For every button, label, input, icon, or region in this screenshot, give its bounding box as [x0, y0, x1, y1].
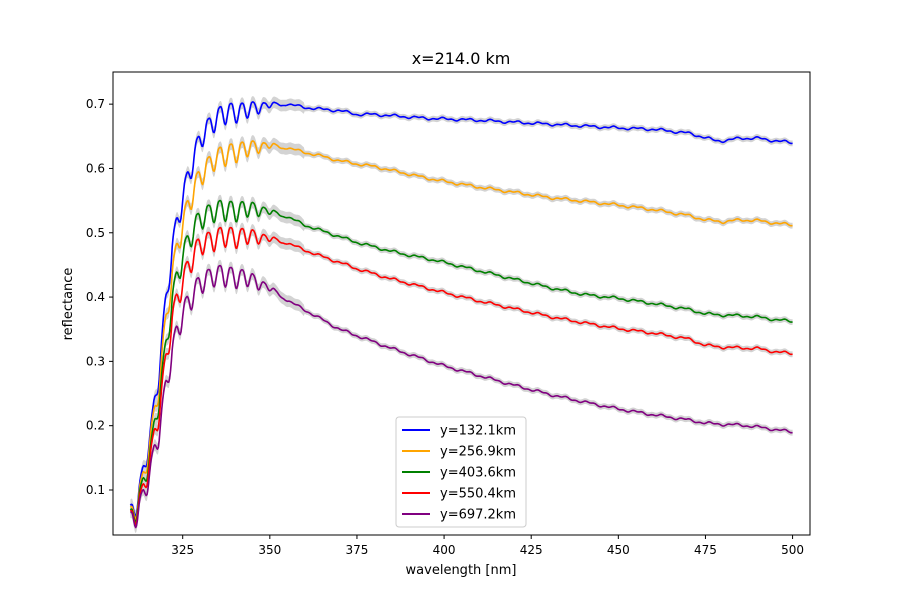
legend-label: y=256.9km — [440, 445, 516, 460]
legend-label: y=550.4km — [440, 487, 516, 502]
series-line — [129, 199, 793, 523]
y-tick-label: 0.1 — [86, 483, 105, 497]
legend-label: y=403.6km — [440, 466, 516, 481]
y-tick-label: 0.6 — [86, 161, 105, 175]
y-axis-label: reflectance — [61, 268, 76, 341]
y-tick-label: 0.5 — [86, 226, 105, 240]
x-axis: 325 350 375 400 425 450 475 500 — [171, 535, 804, 557]
legend-box — [395, 416, 527, 528]
chart-title: x=214.0 km — [412, 49, 511, 68]
x-tick-label: 375 — [345, 543, 368, 557]
legend-label: y=132.1km — [440, 424, 516, 439]
x-tick-label: 500 — [781, 543, 804, 557]
x-tick-label: 400 — [433, 543, 456, 557]
legend: y=132.1km y=256.9km y=403.6km y=550.4km y=69… — [395, 416, 527, 528]
x-tick-label: 350 — [258, 543, 281, 557]
legend-label: y=697.2km — [440, 508, 516, 523]
series-line — [129, 140, 793, 520]
x-tick-label: 325 — [171, 543, 194, 557]
x-axis-label: wavelength [nm] — [406, 563, 517, 578]
x-tick-label: 450 — [607, 543, 630, 557]
y-tick-label: 0.4 — [86, 290, 105, 304]
y-tick-label: 0.7 — [86, 97, 105, 111]
series-lines — [129, 101, 793, 529]
x-tick-label: 425 — [520, 543, 543, 557]
plot-frame — [112, 71, 811, 536]
series-line — [129, 226, 793, 526]
y-tick-label: 0.2 — [86, 419, 105, 433]
series-line — [129, 101, 793, 517]
series-line — [130, 264, 793, 529]
y-tick-label: 0.3 — [86, 354, 105, 368]
x-tick-label: 475 — [694, 543, 717, 557]
y-axis: 0.1 0.2 0.3 0.4 0.5 0.6 0.7 — [86, 97, 113, 497]
